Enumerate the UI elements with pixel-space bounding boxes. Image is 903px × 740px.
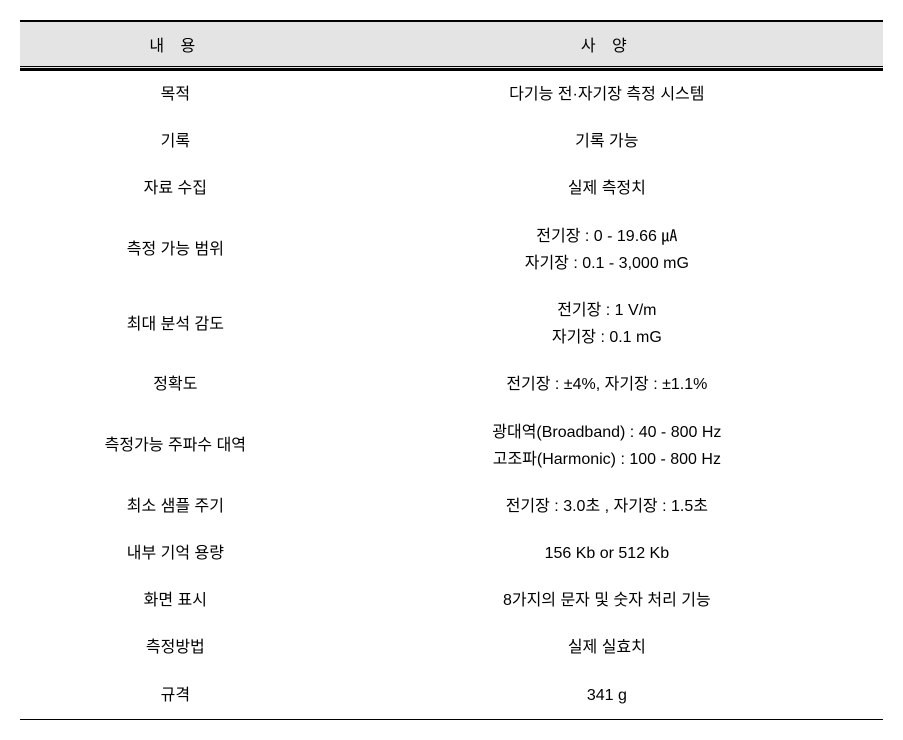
row-value: 전기장 : 0 - 19.66 ㎂ 자기장 : 0.1 - 3,000 mG (331, 213, 883, 287)
table-row: 정확도 전기장 : ±4%, 자기장 : ±1.1% (20, 361, 883, 408)
row-value: 광대역(Broadband) : 40 - 800 Hz 고조파(Harmoni… (331, 409, 883, 483)
table-row: 측정가능 주파수 대역 광대역(Broadband) : 40 - 800 Hz… (20, 409, 883, 483)
header-col-label: 내 용 (20, 21, 331, 68)
table-row: 최소 샘플 주기 전기장 : 3.0초 , 자기장 : 1.5초 (20, 483, 883, 530)
header-row: 내 용 사 양 (20, 21, 883, 68)
row-value: 다기능 전·자기장 측정 시스템 (331, 70, 883, 118)
spec-table: 내 용 사 양 목적 다기능 전·자기장 측정 시스템 기록 기록 가능 자료 … (20, 20, 883, 720)
row-value: 실제 측정치 (331, 165, 883, 212)
table-row: 규격 341 g (20, 672, 883, 720)
row-label: 내부 기억 용량 (20, 530, 331, 577)
table-row: 측정 가능 범위 전기장 : 0 - 19.66 ㎂ 자기장 : 0.1 - 3… (20, 213, 883, 287)
table-row: 기록 기록 가능 (20, 118, 883, 165)
header-col-value: 사 양 (331, 21, 883, 68)
table-row: 화면 표시 8가지의 문자 및 숫자 처리 기능 (20, 577, 883, 624)
row-label: 최소 샘플 주기 (20, 483, 331, 530)
row-label: 자료 수집 (20, 165, 331, 212)
table-row: 목적 다기능 전·자기장 측정 시스템 (20, 70, 883, 118)
spec-table-container: 내 용 사 양 목적 다기능 전·자기장 측정 시스템 기록 기록 가능 자료 … (20, 20, 883, 720)
table-header: 내 용 사 양 (20, 21, 883, 68)
table-body: 목적 다기능 전·자기장 측정 시스템 기록 기록 가능 자료 수집 실제 측정… (20, 68, 883, 720)
row-value: 기록 가능 (331, 118, 883, 165)
row-value: 8가지의 문자 및 숫자 처리 기능 (331, 577, 883, 624)
row-label: 규격 (20, 672, 331, 720)
table-row: 최대 분석 감도 전기장 : 1 V/m 자기장 : 0.1 mG (20, 287, 883, 361)
row-value: 실제 실효치 (331, 624, 883, 671)
row-label: 측정가능 주파수 대역 (20, 409, 331, 483)
row-label: 측정방법 (20, 624, 331, 671)
row-label: 목적 (20, 70, 331, 118)
row-label: 최대 분석 감도 (20, 287, 331, 361)
row-label: 기록 (20, 118, 331, 165)
row-value: 전기장 : 1 V/m 자기장 : 0.1 mG (331, 287, 883, 361)
table-row: 내부 기억 용량 156 Kb or 512 Kb (20, 530, 883, 577)
row-value: 전기장 : 3.0초 , 자기장 : 1.5초 (331, 483, 883, 530)
row-value: 341 g (331, 672, 883, 720)
row-label: 화면 표시 (20, 577, 331, 624)
row-label: 측정 가능 범위 (20, 213, 331, 287)
row-label: 정확도 (20, 361, 331, 408)
table-row: 측정방법 실제 실효치 (20, 624, 883, 671)
row-value: 156 Kb or 512 Kb (331, 530, 883, 577)
table-row: 자료 수집 실제 측정치 (20, 165, 883, 212)
row-value: 전기장 : ±4%, 자기장 : ±1.1% (331, 361, 883, 408)
